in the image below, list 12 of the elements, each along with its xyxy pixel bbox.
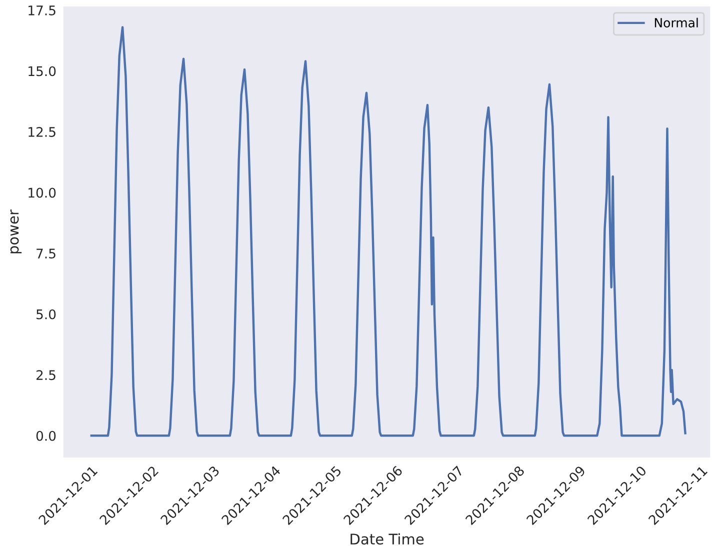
- y-tick-label: 15.0: [28, 66, 56, 76]
- line-series: [90, 26, 686, 437]
- y-tick-label: 10.0: [28, 188, 56, 198]
- y-axis-title: power: [10, 210, 22, 254]
- y-tick-label: 17.5: [28, 6, 56, 16]
- y-tick-label: 5.0: [36, 309, 56, 320]
- legend-label: Normal: [654, 18, 698, 28]
- x-axis-title: Date Time: [350, 533, 424, 545]
- y-tick-label: 0.0: [36, 430, 56, 441]
- y-tick-label: 2.5: [36, 370, 56, 380]
- y-tick-label: 12.5: [28, 126, 56, 137]
- y-tick-label: 7.5: [36, 248, 56, 259]
